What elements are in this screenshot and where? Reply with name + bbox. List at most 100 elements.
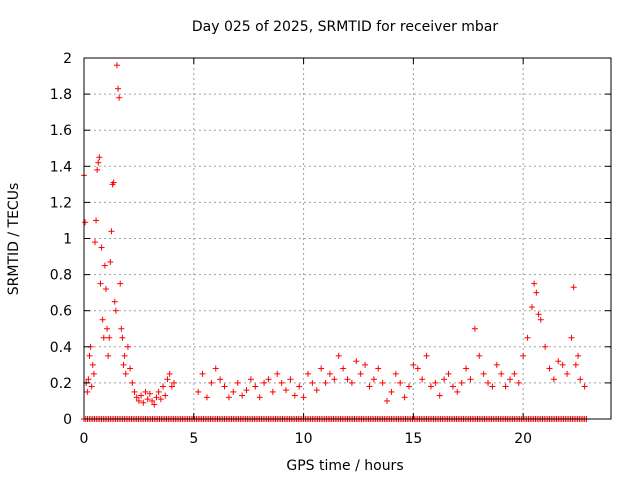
data-point (449, 383, 456, 390)
data-point (379, 379, 386, 386)
data-point (97, 280, 104, 287)
y-tick-label: 1.4 (50, 159, 72, 175)
data-point (283, 387, 290, 394)
data-point (86, 352, 93, 359)
data-point (113, 62, 120, 69)
data-point (221, 383, 228, 390)
data-point (432, 379, 439, 386)
data-point (239, 392, 246, 399)
data-point (427, 383, 434, 390)
data-point (166, 370, 173, 377)
data-point (168, 383, 175, 390)
data-point (112, 307, 119, 314)
data-point (362, 361, 369, 368)
data-point (542, 343, 549, 350)
data-point (203, 394, 210, 401)
data-point (118, 325, 125, 332)
data-point (85, 376, 92, 383)
data-point (550, 376, 557, 383)
data-point (397, 379, 404, 386)
data-point (445, 370, 452, 377)
data-point (405, 383, 412, 390)
data-point (138, 392, 145, 399)
data-point (535, 311, 542, 318)
x-tick-label: 15 (404, 431, 422, 447)
data-point (111, 298, 118, 305)
data-point (269, 388, 276, 395)
data-point (344, 376, 351, 383)
y-tick-label: 1 (63, 232, 72, 248)
data-point (564, 370, 571, 377)
data-point (524, 334, 531, 341)
data-point (375, 365, 382, 372)
data-points (81, 62, 590, 422)
y-tick-label: 0.8 (50, 268, 72, 284)
y-tick-label: 1.8 (50, 87, 72, 103)
data-point (234, 379, 241, 386)
data-point (131, 388, 138, 395)
data-point (95, 159, 102, 166)
y-tick-label: 0.4 (50, 340, 72, 356)
data-point (568, 334, 575, 341)
data-point (520, 352, 527, 359)
data-point (106, 334, 113, 341)
data-point (108, 228, 115, 235)
data-point (195, 388, 202, 395)
data-point (366, 383, 373, 390)
data-point (261, 379, 268, 386)
data-point (392, 370, 399, 377)
data-point (90, 370, 97, 377)
data-point (146, 390, 153, 397)
data-point (575, 352, 582, 359)
data-point (300, 394, 307, 401)
data-point (581, 383, 588, 390)
data-point (140, 399, 147, 406)
data-point (410, 361, 417, 368)
data-point (99, 316, 106, 323)
data-point (122, 370, 129, 377)
data-point (124, 343, 131, 350)
y-tick-label: 1.6 (50, 123, 72, 139)
data-point (546, 365, 553, 372)
data-point (559, 361, 566, 368)
data-point (120, 361, 127, 368)
x-axis-label: GPS time / hours (286, 458, 403, 474)
data-point (498, 370, 505, 377)
data-point (577, 376, 584, 383)
data-point (436, 392, 443, 399)
data-point (322, 379, 329, 386)
data-point (157, 396, 164, 403)
x-tick-label: 5 (189, 431, 198, 447)
data-point (511, 370, 518, 377)
data-point (555, 358, 562, 365)
data-point (454, 388, 461, 395)
data-point (528, 304, 535, 311)
data-point (129, 379, 136, 386)
data-point (247, 376, 254, 383)
plot-frame (83, 57, 612, 420)
data-point (116, 94, 123, 101)
data-point (313, 387, 320, 394)
data-point (82, 219, 89, 226)
data-point (476, 352, 483, 359)
data-point (493, 361, 500, 368)
data-point (340, 365, 347, 372)
y-tick-label: 1.2 (50, 195, 72, 211)
data-point (230, 388, 237, 395)
data-point (171, 379, 178, 386)
data-point (572, 361, 579, 368)
data-point (142, 388, 149, 395)
data-point (489, 383, 496, 390)
data-point (88, 383, 95, 390)
x-tick-label: 10 (295, 431, 313, 447)
data-point (96, 154, 103, 161)
data-point (84, 388, 91, 395)
data-point (463, 365, 470, 372)
data-point (199, 370, 206, 377)
data-point (98, 244, 105, 251)
data-point (318, 365, 325, 372)
data-point (127, 365, 134, 372)
data-point (401, 394, 408, 401)
data-point (506, 376, 513, 383)
